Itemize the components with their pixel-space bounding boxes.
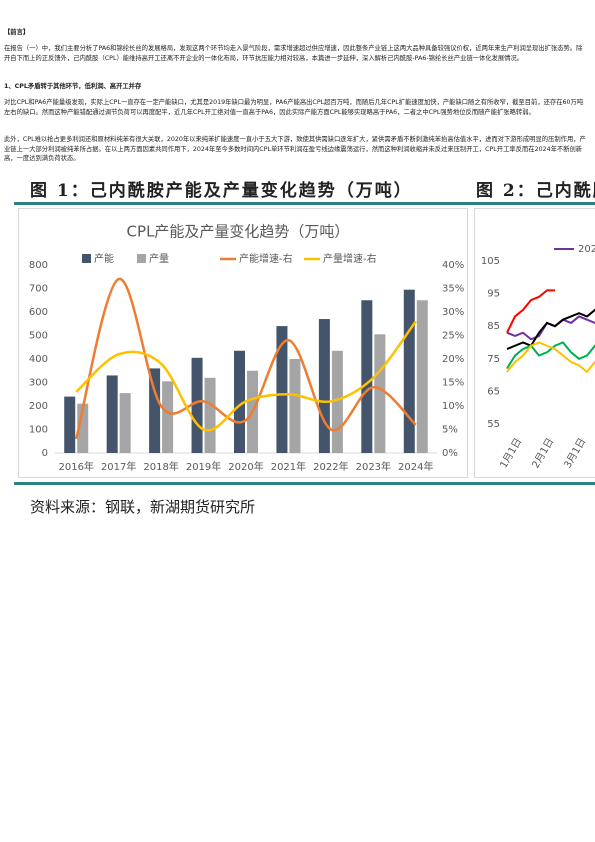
- chart-title: CPL产能及产量变化趋势（万吨）: [127, 223, 350, 241]
- y-tick-label: 85: [487, 321, 500, 332]
- x-tick-label: 2019年: [186, 460, 221, 473]
- y2-tick-label: 0%: [442, 448, 458, 459]
- bar: [361, 300, 373, 453]
- bar: [318, 319, 330, 453]
- y2-tick-label: 40%: [442, 260, 464, 271]
- y2-tick-label: 25%: [442, 331, 464, 342]
- paragraph: 对比CPL和PA6产能量级发现，实际上CPL一直存在一定产能缺口，尤其是2019…: [4, 99, 584, 116]
- line: [506, 308, 595, 350]
- legend-label: 2021年: [578, 242, 595, 255]
- y-tick-label: 700: [29, 284, 48, 295]
- figure-caption: 图 1：己内酰胺产能及产量变化趋势（万吨）: [30, 181, 413, 201]
- x-tick-label: 2021年: [271, 460, 306, 473]
- bar: [204, 377, 216, 453]
- x-tick-label: 2023年: [356, 460, 391, 473]
- bar: [403, 289, 415, 453]
- bar: [106, 375, 118, 453]
- preface: 在报告（一）中，我们主要分析了PA6和锦纶长丝的发展格局，发现这两个环节均走入景…: [4, 45, 583, 62]
- x-tick-label: 2017年: [101, 460, 136, 473]
- y2-tick-label: 5%: [442, 425, 458, 436]
- bar: [77, 403, 89, 453]
- y-tick-label: 300: [29, 378, 48, 389]
- line: [75, 320, 417, 432]
- line: [506, 341, 595, 370]
- y-tick-label: 0: [42, 448, 48, 459]
- y-tick-label: 75: [487, 354, 500, 365]
- legend-label: 产能: [94, 252, 114, 265]
- figure-caption: 图 2：己内酰胺: [476, 181, 595, 201]
- legend-label: 产能增速-右: [239, 252, 293, 265]
- legend-label: 产量增速-右: [323, 252, 377, 265]
- y2-tick-label: 10%: [442, 401, 464, 412]
- y-tick-label: 55: [487, 419, 500, 430]
- bar: [276, 326, 288, 453]
- legend-swatch: [137, 254, 146, 263]
- y2-tick-label: 35%: [442, 284, 464, 295]
- chart: CPL产能及产量变化趋势（万吨） 0 100 200 300 400 500 600 700 80…: [18, 208, 468, 478]
- y-tick-label: 600: [29, 307, 48, 318]
- paragraph: 此外，CPL难以抢占更多利润还和原材料纯苯有很大关联，2020年以来纯苯扩能速度…: [4, 136, 586, 163]
- x-tick-label: 2016年: [58, 460, 93, 473]
- bar: [191, 357, 203, 453]
- bar: [234, 350, 245, 453]
- y-tick-label: 400: [29, 354, 48, 365]
- legend-label: 产量: [149, 252, 169, 265]
- rule: [14, 202, 595, 205]
- bar: [374, 334, 386, 453]
- bar: [331, 350, 343, 453]
- section-heading: 1、CPL矛盾转于其他环节，低利润、高开工并存: [4, 83, 142, 90]
- y-tick-label: 200: [29, 401, 48, 412]
- rule: [14, 482, 595, 485]
- line: [506, 289, 555, 334]
- legend-swatch: [82, 254, 91, 263]
- y-tick-label: 65: [487, 386, 500, 397]
- line: [75, 277, 417, 440]
- y2-tick-label: 30%: [442, 307, 464, 318]
- y2-tick-label: 15%: [442, 378, 464, 389]
- y-tick-label: 500: [29, 331, 48, 342]
- chart: 55657585951051月1日2月1日3月1日4月2021年: [474, 208, 595, 478]
- bar: [64, 396, 76, 453]
- bar: [119, 393, 131, 453]
- bar: [149, 368, 161, 453]
- preface-heading: 【前言】: [4, 29, 30, 36]
- bar: [416, 300, 428, 453]
- y2-tick-label: 20%: [442, 354, 464, 365]
- y-tick-label: 105: [481, 256, 500, 267]
- x-tick-label: 2022年: [313, 460, 348, 473]
- chart-frame: [474, 208, 595, 478]
- y-tick-label: 95: [487, 289, 500, 300]
- x-tick-label: 2018年: [143, 460, 178, 473]
- x-tick-label: 2020年: [228, 460, 263, 473]
- y-tick-label: 800: [29, 260, 48, 271]
- source: 资料来源：钢联，新湖期货研究所: [30, 498, 256, 516]
- bar: [289, 359, 301, 453]
- line: [506, 341, 595, 374]
- y-tick-label: 100: [29, 425, 48, 436]
- bar: [162, 381, 174, 453]
- x-tick-label: 2024年: [398, 460, 433, 473]
